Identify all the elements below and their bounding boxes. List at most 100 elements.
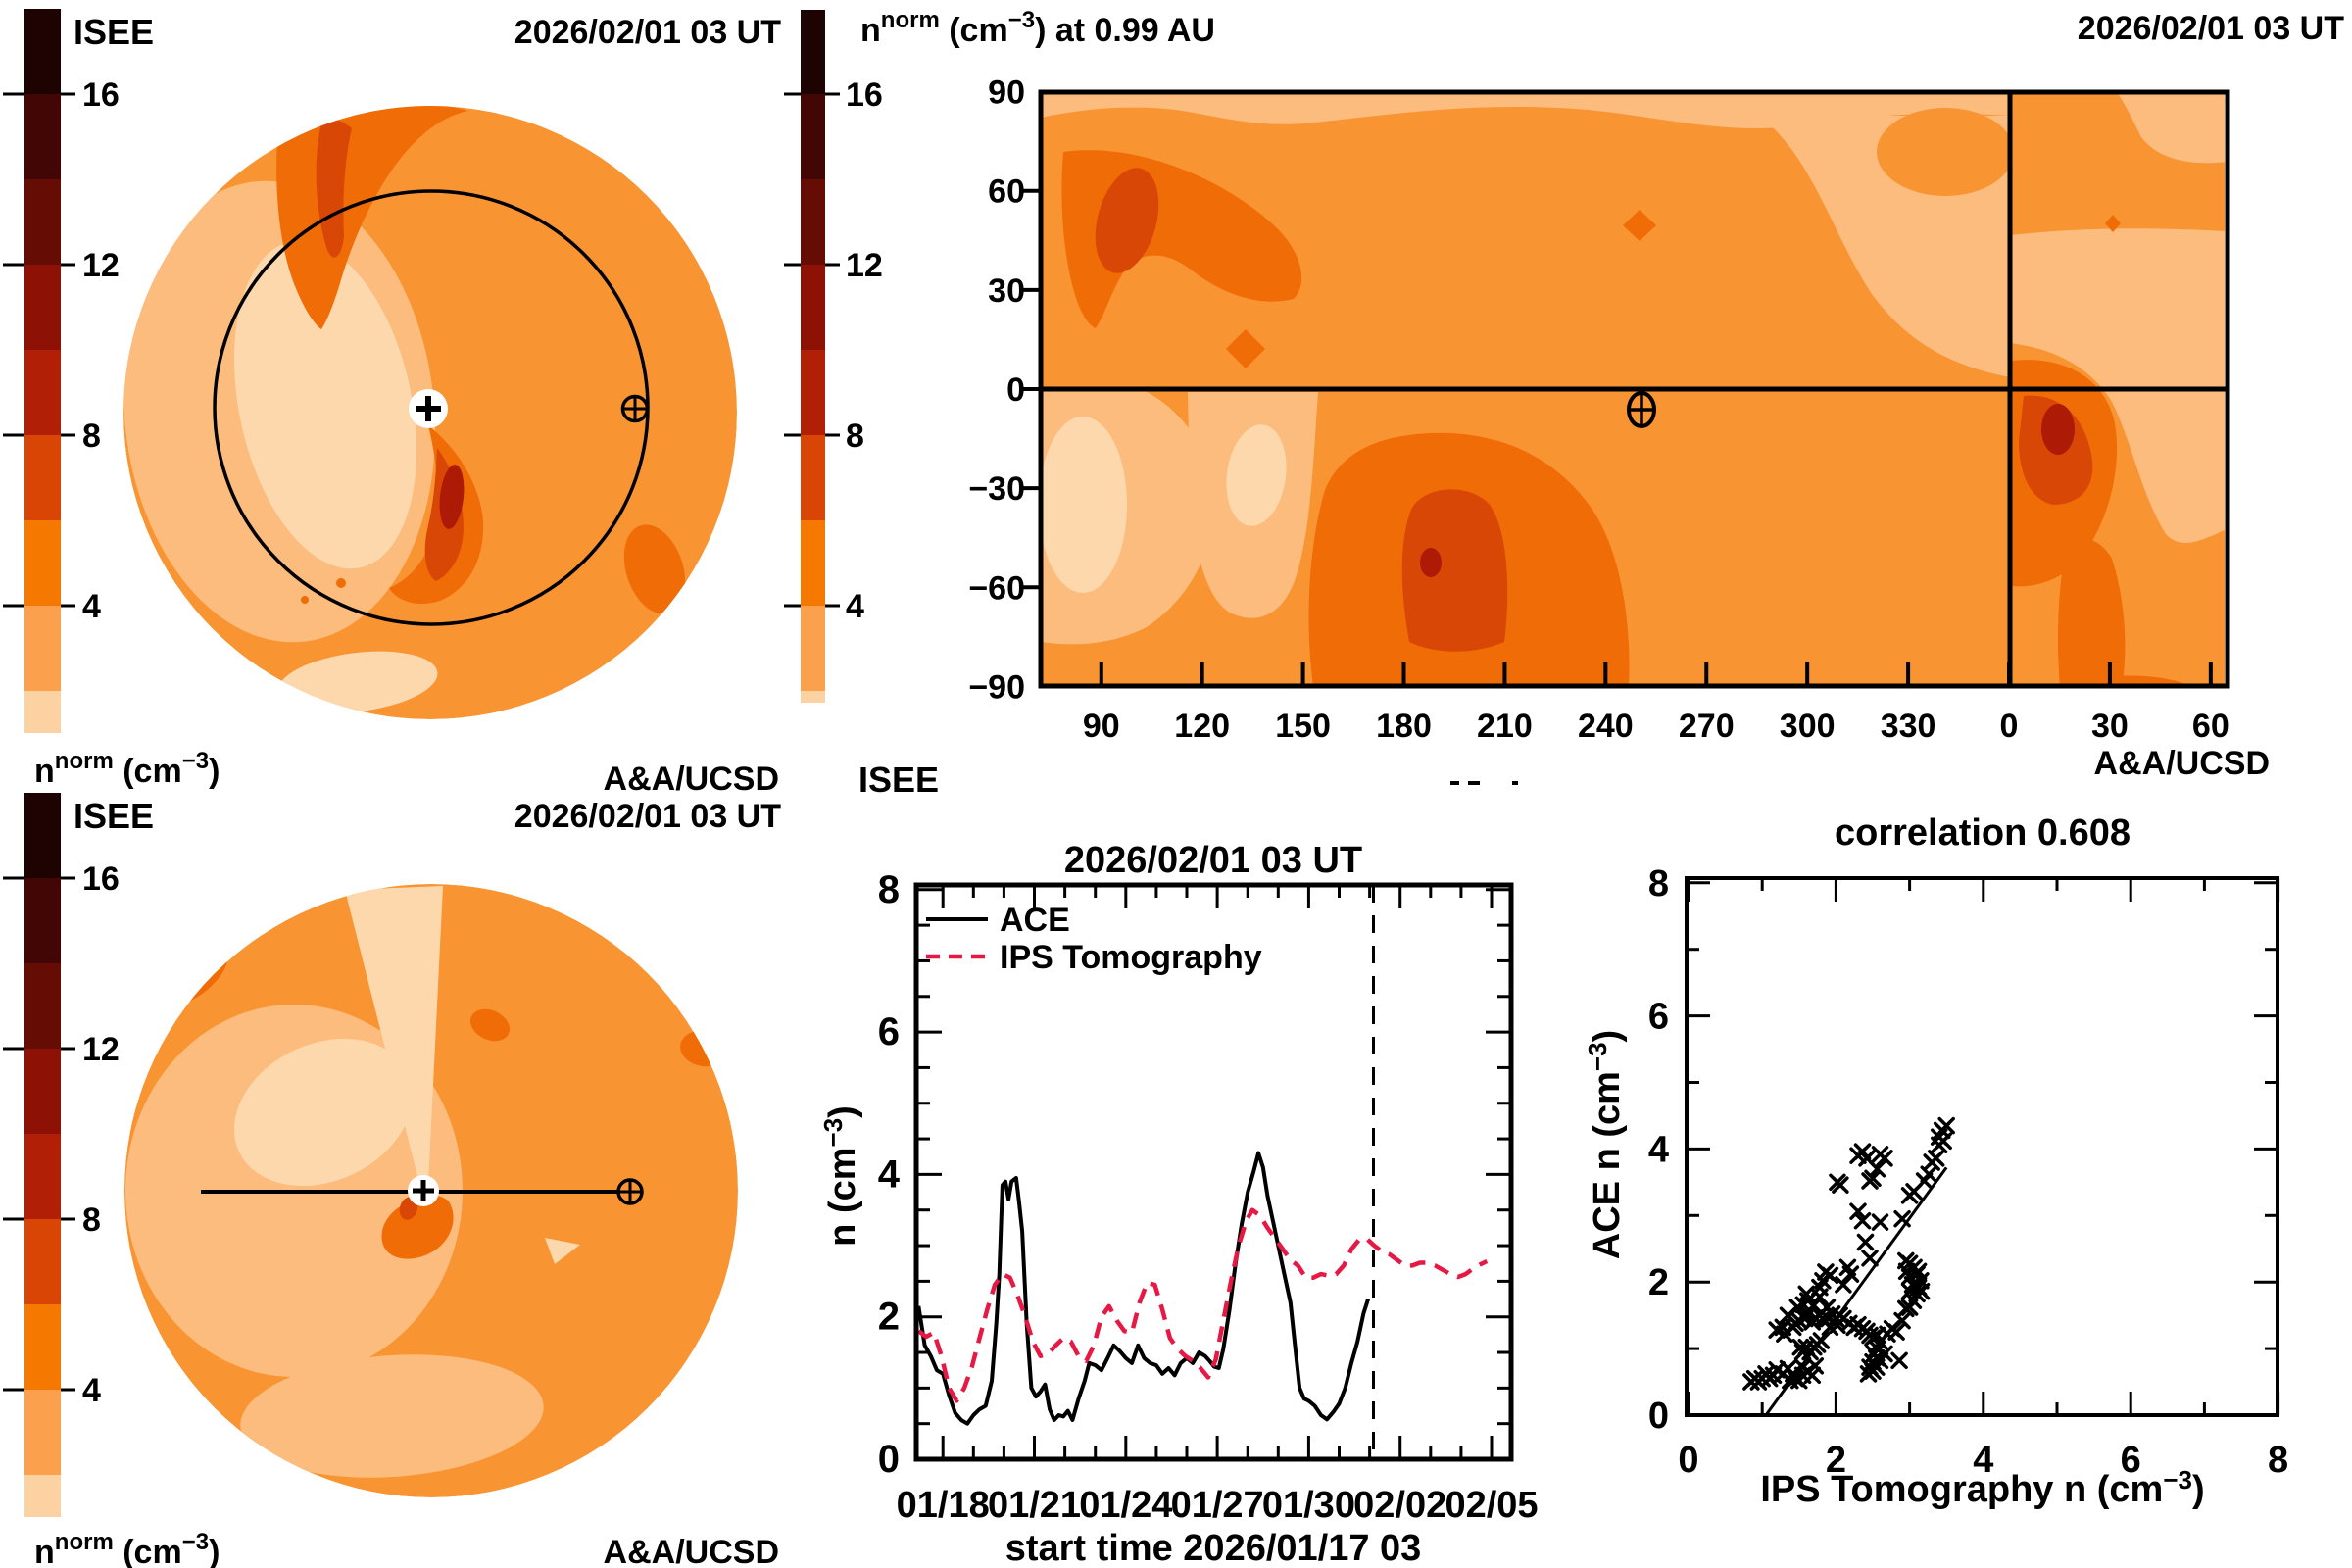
colorbar-segment bbox=[24, 179, 61, 265]
colorbar-map: 16 12 8 4 bbox=[784, 10, 883, 703]
colorbar-segment bbox=[24, 9, 61, 94]
x-tick-label: 6 bbox=[2121, 1440, 2141, 1481]
x-tick-label: 02/02 bbox=[1353, 1485, 1446, 1526]
credit-label: A&A/UCSD bbox=[604, 1534, 779, 1568]
x-tick-label: 01/24 bbox=[1079, 1485, 1172, 1526]
sun-marker bbox=[409, 389, 448, 428]
source-label: ISEE bbox=[74, 12, 154, 52]
panel-timeseries: 2026/02/01 03 UT 01/1801/2101/2401/2701/… bbox=[818, 840, 1539, 1568]
panel-ecliptic-view: 16 12 8 4 ISEE 2026/02/01 03 UT nnorm (cm−3… bbox=[3, 9, 781, 798]
colorbar-tick-label: 4 bbox=[82, 588, 101, 625]
earth-symbol bbox=[616, 1178, 644, 1205]
x-tick-label: 01/18 bbox=[897, 1485, 990, 1526]
colorbar-segment bbox=[24, 1134, 61, 1219]
lat-tick-label: 60 bbox=[988, 173, 1025, 211]
panel-scatter: correlation 0.608 00 2 2 4 4 6 6 8 8 IPS Tomogra… bbox=[1583, 812, 2288, 1510]
earth-symbol bbox=[1627, 391, 1656, 428]
colorbar-tick-label: 16 bbox=[82, 860, 120, 898]
x-tick-label: 01/30 bbox=[1262, 1485, 1355, 1526]
y-tick-label: 4 bbox=[1648, 1129, 1669, 1170]
colorbar-segment bbox=[24, 1049, 61, 1134]
scatter-xlabel: IPS Tomography n (cm−3) bbox=[1760, 1465, 2204, 1510]
y-tick-label: 6 bbox=[878, 1010, 900, 1054]
colorbar-segment bbox=[801, 435, 825, 520]
x-tick-label: 2 bbox=[1826, 1440, 1846, 1481]
datetime-label: 2026/02/01 03 UT bbox=[2078, 10, 2344, 47]
timeseries-frame bbox=[913, 882, 1514, 1462]
lat-tick-label: −90 bbox=[968, 668, 1025, 706]
colorbar-tick-label: 12 bbox=[82, 1031, 120, 1068]
scatter-data bbox=[1742, 1116, 1955, 1416]
colorbar-segment bbox=[24, 350, 61, 435]
credit-label: A&A/UCSD bbox=[604, 760, 779, 798]
series-ips-tomography bbox=[916, 1207, 1489, 1403]
colorbar-segment bbox=[801, 691, 825, 703]
colorbar-segment bbox=[801, 606, 825, 691]
source-label: ISEE bbox=[74, 796, 154, 836]
scatter-title: correlation 0.608 bbox=[1835, 812, 2131, 854]
x-tick-label: 8 bbox=[2268, 1440, 2288, 1481]
colorbar-segment bbox=[801, 265, 825, 350]
colorbar-segment bbox=[24, 878, 61, 963]
x-tick-label: 0 bbox=[1678, 1440, 1698, 1481]
lon-tick-label: 0 bbox=[2000, 708, 2019, 745]
colorbar-ecliptic: 16 12 8 4 bbox=[3, 9, 120, 733]
y-tick-label: 8 bbox=[1648, 863, 1669, 905]
colorbar-segment bbox=[24, 1390, 61, 1475]
datetime-label: 2026/02/01 03 UT bbox=[514, 14, 781, 51]
colorbar-segment bbox=[24, 606, 61, 691]
lon-tick-label: 180 bbox=[1376, 708, 1432, 745]
y-tick-label: 0 bbox=[878, 1438, 900, 1481]
timeseries-title: 2026/02/01 03 UT bbox=[1064, 840, 1362, 881]
y-tick-label: 2 bbox=[1648, 1262, 1669, 1303]
colorbar-segment bbox=[801, 94, 825, 179]
x-tick-label: 4 bbox=[1973, 1440, 1993, 1481]
colorbar-segment bbox=[801, 350, 825, 435]
legend-label: ACE bbox=[1000, 902, 1070, 939]
map-title: nnorm (cm−3) at 0.99 AU bbox=[860, 7, 1215, 49]
colorbar-meridional: 16 12 8 4 bbox=[3, 793, 120, 1517]
colorbar-segment bbox=[24, 963, 61, 1049]
lon-tick-label: 240 bbox=[1578, 708, 1634, 745]
colorbar-segment bbox=[801, 520, 825, 606]
lon-tick-label: 330 bbox=[1881, 708, 1936, 745]
lon-tick-label: 210 bbox=[1477, 708, 1533, 745]
lon-tick-label: 90 bbox=[1083, 708, 1120, 745]
colorbar-segment bbox=[24, 1304, 61, 1390]
colorbar-tick-label: 16 bbox=[846, 76, 883, 114]
earth-symbol bbox=[620, 394, 650, 423]
colorbar-tick-label: 12 bbox=[846, 247, 883, 284]
colorbar-segment bbox=[24, 435, 61, 520]
colorbar-units-label: nnorm (cm−3) bbox=[34, 1529, 220, 1568]
scatter-ylabel: ACE n (cm−3) bbox=[1583, 1030, 1628, 1259]
x-tick-label: 01/21 bbox=[988, 1485, 1081, 1526]
datetime-label: 2026/02/01 03 UT bbox=[514, 798, 781, 835]
y-tick-label: 0 bbox=[1648, 1396, 1669, 1437]
colorbar-segment bbox=[24, 1219, 61, 1304]
colorbar-tick-label: 8 bbox=[82, 1201, 101, 1239]
y-tick-label: 4 bbox=[878, 1152, 901, 1196]
colorbar-segment bbox=[24, 265, 61, 350]
colorbar-segment bbox=[24, 94, 61, 179]
colorbar-segment bbox=[801, 179, 825, 265]
colorbar-segment bbox=[24, 1475, 61, 1517]
lon-tick-label: 270 bbox=[1679, 708, 1735, 745]
lon-tick-label: 30 bbox=[2091, 708, 2129, 745]
lat-tick-label: 30 bbox=[988, 272, 1025, 310]
colorbar-tick-label: 4 bbox=[82, 1372, 101, 1409]
legend-label: IPS Tomography bbox=[1000, 939, 1262, 976]
colorbar-segment bbox=[24, 793, 61, 878]
clipped-text-artifact bbox=[1450, 781, 1518, 785]
colorbar-tick-label: 8 bbox=[82, 417, 101, 455]
scatter-points bbox=[1742, 1116, 1955, 1391]
scatter-axes: 00 2 2 4 4 6 6 8 8 bbox=[1648, 863, 2288, 1481]
timeseries-series bbox=[916, 1151, 1489, 1426]
sun-marker bbox=[408, 1175, 439, 1206]
lon-tick-label: 150 bbox=[1275, 708, 1331, 745]
lat-tick-label: −30 bbox=[968, 470, 1025, 508]
map-axes: 90 120 150 180 210 240 270 300 330 0 30 609060300−3… bbox=[968, 74, 2229, 745]
